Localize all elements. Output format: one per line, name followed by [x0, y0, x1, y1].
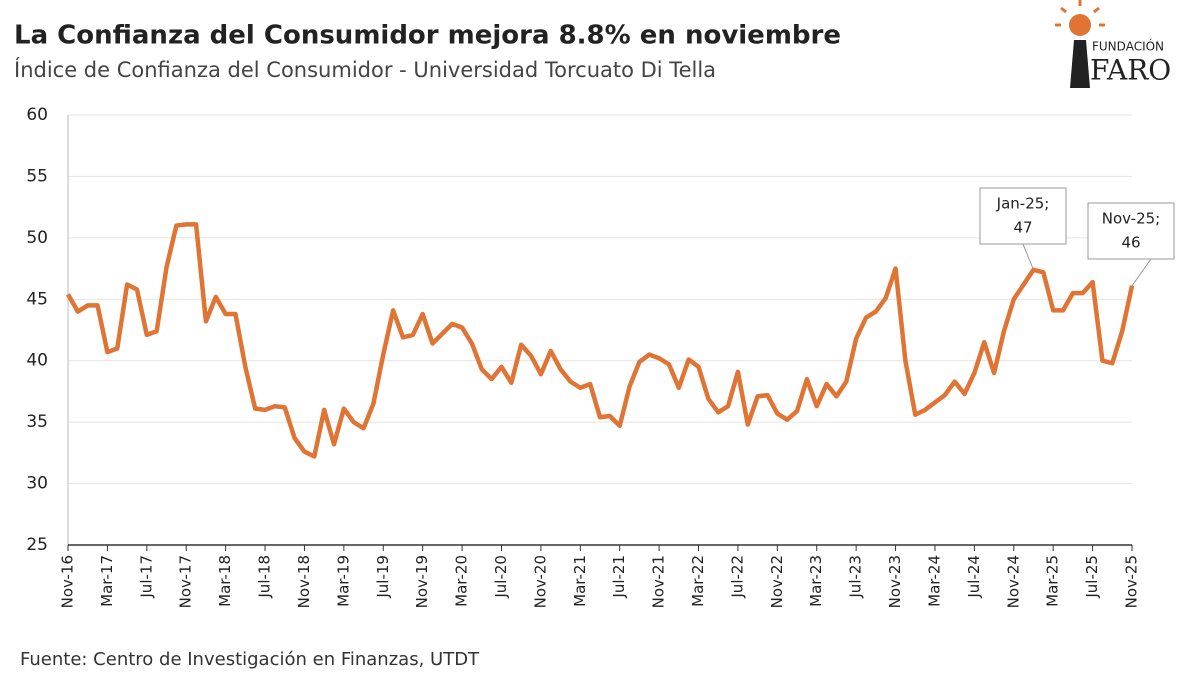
x-tick-label: Mar-21 [571, 555, 589, 607]
x-tick-label: Nov-16 [59, 555, 77, 608]
annotation-text: 46 [1121, 234, 1140, 252]
annotation-text: Jan-25; [996, 195, 1050, 213]
x-tick-label: Mar-20 [453, 555, 471, 607]
x-tick-label: Mar-25 [1044, 555, 1062, 607]
x-tick-label: Mar-18 [216, 555, 234, 607]
x-tick-label: Nov-25 [1123, 555, 1141, 608]
x-tick-label: Jul-20 [492, 555, 510, 599]
annotation-text: 47 [1013, 219, 1032, 237]
annotation-box [1087, 202, 1175, 260]
y-tick-label: 40 [26, 351, 48, 371]
y-tick-label: 55 [26, 166, 48, 186]
x-tick-label: Jul-22 [728, 555, 746, 599]
x-tick-label: Nov-23 [886, 555, 904, 608]
logo-bottom: FARO [1090, 54, 1171, 87]
x-tick-label: Jul-19 [374, 555, 392, 599]
x-tick-label: Jul-25 [1083, 555, 1101, 599]
x-tick-label: Mar-17 [98, 555, 116, 607]
x-tick-label: Jul-17 [137, 555, 155, 599]
x-tick-label: Nov-22 [768, 555, 786, 608]
chart-subtitle: Índice de Confianza del Consumidor - Uni… [14, 57, 716, 82]
x-tick-label: Jul-23 [847, 555, 865, 599]
annotation-leader [1131, 258, 1152, 287]
chart-title: La Confianza del Consumidor mejora 8.8% … [14, 21, 841, 51]
line-series [66, 222, 1135, 459]
x-tick-label: Jul-18 [256, 555, 274, 599]
annotation-text: Nov-25; [1102, 210, 1160, 228]
x-tick-label: Mar-24 [925, 555, 943, 607]
x-tick-label: Nov-17 [177, 555, 195, 608]
x-tick-label: Mar-22 [689, 555, 707, 607]
y-tick-label: 50 [26, 228, 48, 248]
logo: FUNDACIÓN FARO [1055, 0, 1171, 88]
x-tick-label: Nov-20 [531, 555, 549, 608]
x-tick-label: Mar-19 [334, 555, 352, 607]
logo-rays [1055, 0, 1105, 27]
x-tick-label: Nov-19 [413, 555, 431, 608]
x-tick-label: Nov-24 [1004, 555, 1022, 608]
logo-tower [1070, 40, 1090, 88]
source: Fuente: Centro de Investigación en Finan… [20, 649, 480, 670]
logo-sun [1069, 14, 1091, 36]
annotation-box [979, 187, 1067, 245]
annotation-leader [1022, 243, 1034, 270]
x-tick-label: Mar-23 [807, 555, 825, 607]
y-tick-label: 45 [26, 289, 48, 309]
x-tick-label: Nov-18 [295, 555, 313, 608]
y-tick-label: 25 [26, 535, 48, 555]
y-tick-label: 60 [26, 105, 48, 125]
x-tick-label: Jul-21 [610, 555, 628, 599]
x-tick-label: Nov-21 [650, 555, 668, 608]
y-tick-label: 30 [26, 474, 48, 494]
logo-top: FUNDACIÓN [1092, 39, 1164, 54]
x-tick-label: Jul-24 [965, 555, 983, 599]
y-tick-label: 35 [26, 412, 48, 432]
